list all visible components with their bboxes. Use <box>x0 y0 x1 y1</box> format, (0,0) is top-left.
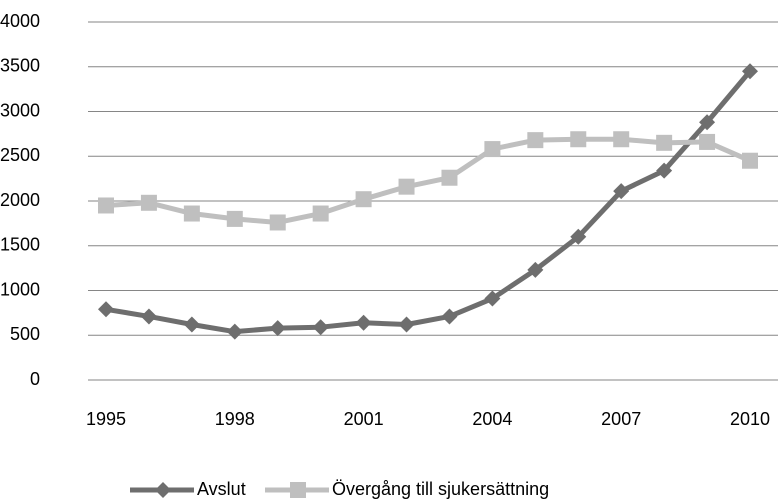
marker <box>140 194 157 211</box>
marker <box>742 152 758 169</box>
y-tick-label: 0 <box>30 369 40 389</box>
marker <box>742 63 758 80</box>
marker <box>269 214 286 231</box>
marker <box>355 314 372 331</box>
marker <box>140 308 157 325</box>
y-tick-label: 2000 <box>0 190 40 210</box>
marker <box>398 178 415 195</box>
marker <box>699 133 716 150</box>
marker <box>98 197 114 214</box>
y-tick-label: 3500 <box>0 56 40 76</box>
marker <box>656 162 673 179</box>
marker <box>527 261 544 278</box>
y-tick-label: 1500 <box>0 235 40 255</box>
marker <box>484 141 501 158</box>
marker <box>570 228 587 245</box>
marker <box>183 205 200 222</box>
marker <box>656 134 673 151</box>
marker <box>527 132 544 149</box>
marker <box>570 131 587 148</box>
marker <box>441 308 458 325</box>
marker <box>484 290 501 307</box>
y-tick-label: 500 <box>10 324 40 344</box>
y-tick-label: 4000 <box>0 11 40 31</box>
legend-marker <box>290 482 306 498</box>
x-tick-label: 1995 <box>86 409 126 429</box>
y-tick-label: 1000 <box>0 279 40 299</box>
marker <box>269 320 286 337</box>
line <box>105 69 752 335</box>
x-tick-label: 2001 <box>344 409 384 429</box>
x-tick-label: 1998 <box>215 409 255 429</box>
legend-marker <box>155 482 171 498</box>
legend-label: Avslut <box>197 479 246 499</box>
marker <box>98 301 114 318</box>
marker <box>183 316 200 333</box>
legend-label: Övergång till sjukersättning <box>332 479 549 499</box>
y-tick-label: 2500 <box>0 145 40 165</box>
marker <box>613 183 630 200</box>
y-tick-label: 3000 <box>0 100 40 120</box>
marker <box>398 316 415 333</box>
x-tick-label: 2007 <box>601 409 641 429</box>
marker <box>312 319 329 336</box>
marker <box>226 210 243 227</box>
marker <box>355 191 372 208</box>
x-tick-label: 2004 <box>472 409 512 429</box>
marker <box>699 114 716 131</box>
line <box>105 136 752 225</box>
marker <box>226 323 243 340</box>
marker <box>441 169 458 186</box>
x-tick-label: 2010 <box>730 409 770 429</box>
marker <box>312 205 329 222</box>
marker <box>613 131 630 148</box>
